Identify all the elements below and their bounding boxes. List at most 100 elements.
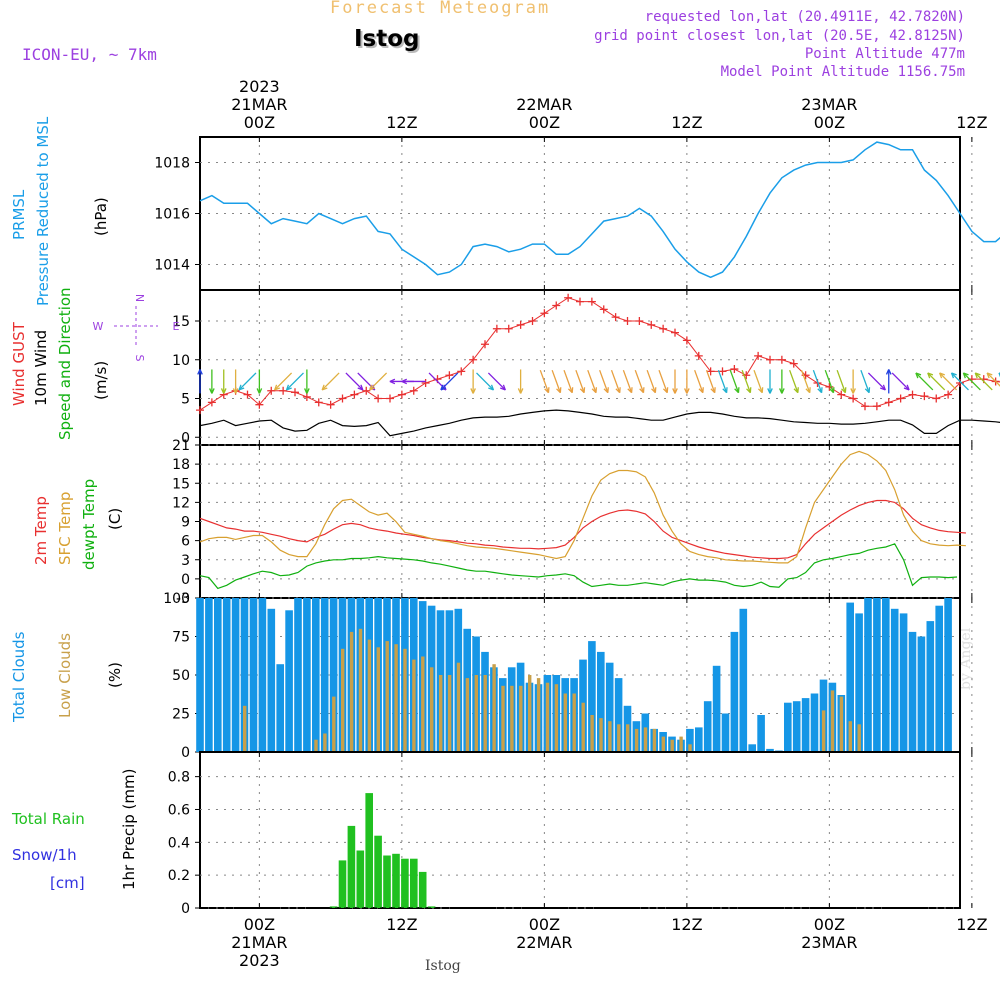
total-cloud-bar xyxy=(873,598,881,752)
wind-arrow-shaft xyxy=(962,372,981,391)
gust-point xyxy=(516,320,525,329)
panel-frame xyxy=(199,751,961,909)
wind-arrow-shaft xyxy=(599,369,609,393)
total-cloud-bar xyxy=(944,598,952,752)
gust-point xyxy=(789,359,798,368)
total-cloud-bar xyxy=(329,598,338,752)
top-date-label: 23MAR xyxy=(801,95,857,114)
gust-point xyxy=(599,305,608,314)
total-cloud-bar xyxy=(222,598,231,752)
wind-arrow-shaft xyxy=(634,369,645,393)
wind-arrow xyxy=(986,372,1000,387)
y-tick-label: 75 xyxy=(172,630,190,646)
wind-arrow-head xyxy=(885,369,892,375)
y-tick-label: 1014 xyxy=(154,258,190,274)
wind-arrow xyxy=(694,369,704,394)
gust-point xyxy=(706,367,715,376)
total-cloud-bar xyxy=(784,702,792,752)
wind-arrow xyxy=(658,369,669,394)
low-clouds-label: Low Clouds xyxy=(56,633,74,718)
low-cloud-bar xyxy=(536,678,541,752)
total-cloud-bar xyxy=(205,598,213,752)
top-date-label: 21MAR xyxy=(231,95,287,114)
total-cloud-bar xyxy=(597,651,605,752)
gust-point xyxy=(492,324,501,333)
top-time-label: 12Z xyxy=(956,113,987,132)
total-cloud-bar xyxy=(766,748,774,752)
bottom-time-label: 00Z xyxy=(529,915,560,934)
low-cloud-bar xyxy=(652,728,657,752)
total-cloud-bar xyxy=(231,598,240,752)
temp-2m-line xyxy=(199,499,966,560)
gust-point xyxy=(896,394,905,403)
wind-arrow-head xyxy=(950,372,957,379)
total-cloud-bar xyxy=(294,598,302,752)
low-cloud-bar xyxy=(679,736,683,752)
low-cloud-bar xyxy=(510,685,514,752)
wind-arrow-head xyxy=(817,387,823,394)
pressure-label: PRMSL xyxy=(10,189,28,240)
top-time-label: 00Z xyxy=(529,113,560,132)
low-cloud-bar xyxy=(528,675,532,752)
wind-arrow-shaft xyxy=(927,372,946,391)
total-cloud-bar xyxy=(285,610,293,752)
total-cloud-bar xyxy=(214,598,222,752)
temp-2m-label: 2m Temp xyxy=(32,496,50,565)
wind-arrow xyxy=(470,369,476,394)
wind-arrow xyxy=(850,369,856,394)
total-cloud-bar xyxy=(614,678,623,752)
wind-arrow-head xyxy=(734,387,740,394)
wind-arrow xyxy=(622,369,633,394)
wind-arrow xyxy=(800,369,811,394)
y-tick-label: 1018 xyxy=(154,156,190,172)
wind-arrow-head xyxy=(746,387,752,394)
wind-arrow xyxy=(836,369,847,394)
total-cloud-bar xyxy=(730,631,739,752)
low-cloud-bar xyxy=(314,739,318,752)
low-cloud-bar xyxy=(394,644,398,752)
low-cloud-bar xyxy=(839,696,844,752)
y-tick-label: 0.8 xyxy=(168,770,190,786)
low-cloud-bar xyxy=(581,702,585,752)
wind-arrow xyxy=(345,372,364,391)
wind-arrow-head xyxy=(805,387,811,394)
gust-point xyxy=(540,309,549,318)
top-time-label: 12Z xyxy=(671,113,702,132)
wind-arrow-head xyxy=(615,387,621,394)
gust-point xyxy=(314,398,323,407)
temp-dewpt-line xyxy=(199,543,958,590)
wind-arrow-shaft xyxy=(694,369,704,393)
total-clouds-label: Total Clouds xyxy=(10,631,28,723)
total-cloud-bar xyxy=(739,608,748,752)
rain-bar xyxy=(329,906,338,908)
wind-arrow-head xyxy=(974,372,981,379)
low-cloud-bar xyxy=(590,715,594,752)
y-tick-label: 18 xyxy=(172,457,190,473)
info-requested: requested lon,lat (20.4911E, 42.7820N) xyxy=(644,9,965,25)
wind-arrow-head xyxy=(544,387,550,394)
y-tick-label: 15 xyxy=(172,314,190,330)
wind-gust-label: Wind GUST xyxy=(10,321,28,406)
wind-arrow-shaft xyxy=(286,372,304,391)
top-time-label: 00Z xyxy=(814,113,845,132)
gust-point xyxy=(920,392,929,401)
wind-arrow-shaft xyxy=(741,369,751,393)
rain-bar xyxy=(347,825,356,908)
wind-arrow-head xyxy=(500,384,506,391)
compass-n-label: N xyxy=(133,294,146,302)
wind-arrow xyxy=(232,369,239,394)
wind-arrow xyxy=(610,369,621,394)
total-cloud-bar xyxy=(686,728,694,752)
y-tick-label: 0 xyxy=(181,901,190,917)
wind-arrow-shaft xyxy=(717,369,728,393)
total-cloud-bar xyxy=(267,608,276,752)
total-cloud-bar xyxy=(792,701,801,752)
gust-point xyxy=(777,355,786,364)
total-cloud-bar xyxy=(810,693,819,752)
wind-arrow-shaft xyxy=(321,372,340,391)
panel-frame xyxy=(199,289,961,446)
gust-point xyxy=(445,371,454,380)
low-cloud-bar xyxy=(243,705,247,752)
low-cloud-bar xyxy=(349,631,354,752)
